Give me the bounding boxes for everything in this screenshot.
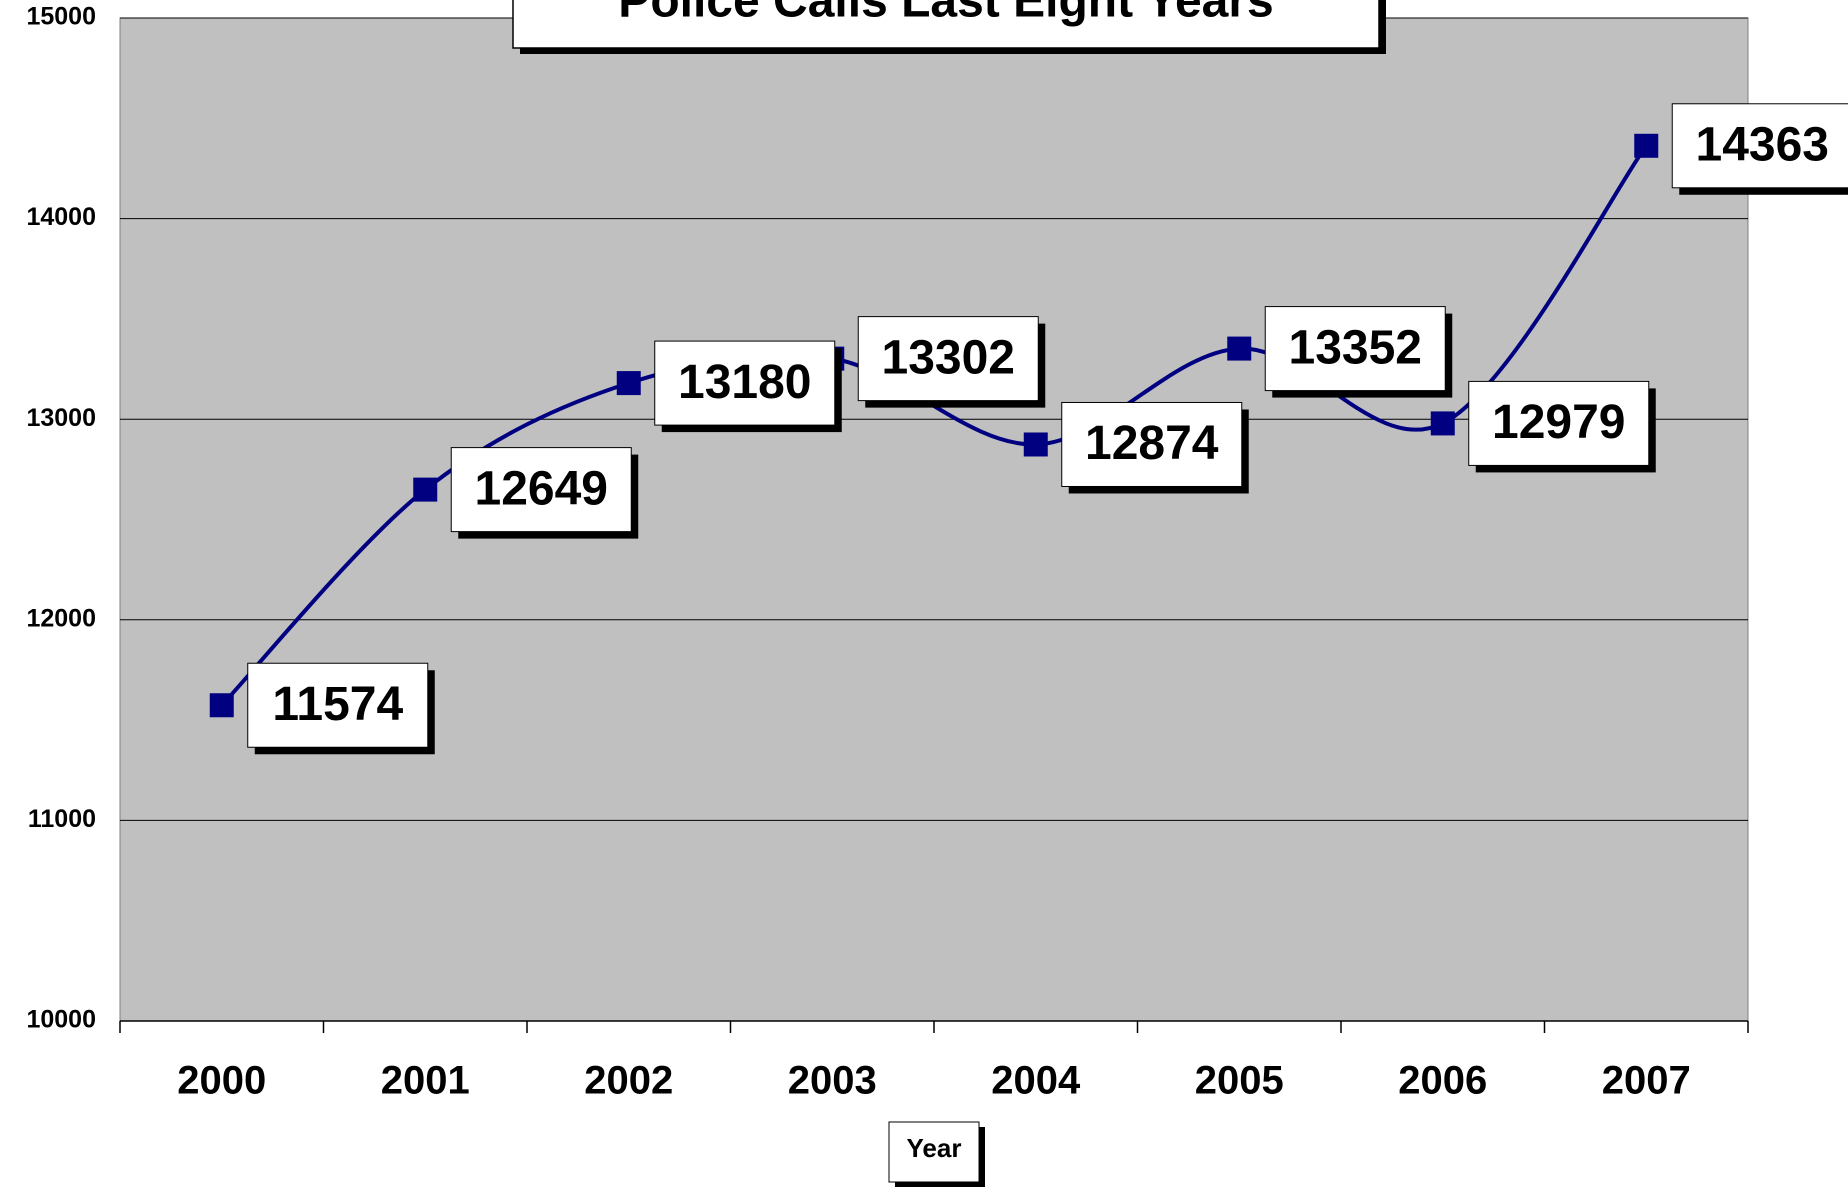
x-tick-label: 2006 — [1398, 1059, 1487, 1103]
marker — [616, 371, 641, 396]
chart-title: Police Calls Last Eight Years — [618, 0, 1273, 28]
y-tick-label: 11000 — [28, 805, 96, 833]
data-label-box — [1061, 401, 1243, 487]
data-label: 12874 — [1085, 417, 1219, 470]
marker — [1430, 411, 1455, 436]
data-label: 13302 — [882, 331, 1015, 384]
data-label: 13352 — [1289, 321, 1422, 374]
x-tick-label: 2000 — [177, 1059, 266, 1103]
y-tick-label: 10000 — [26, 1006, 96, 1034]
data-label-box — [1264, 306, 1446, 392]
x-axis-title: Year — [907, 1133, 962, 1163]
data-label: 12649 — [475, 462, 608, 515]
x-tick-label: 2002 — [584, 1059, 673, 1103]
marker — [209, 693, 234, 718]
grid: 10000 11000 12000 13000 14000 15000 2000 2001 20… — [26, 3, 1749, 1103]
marker — [1227, 336, 1252, 361]
data-label: 12979 — [1492, 396, 1625, 449]
marker — [1023, 432, 1048, 457]
y-tick-label: 14000 — [26, 203, 96, 231]
x-tick-label: 2004 — [991, 1059, 1081, 1103]
data-label-box — [654, 340, 836, 426]
data-label: 11574 — [272, 678, 403, 731]
data-label: 14363 — [1696, 118, 1829, 171]
marks: 11574 12649 13180 13302 12874 13352 12979 14363 — [209, 103, 1848, 755]
data-label-box — [1468, 380, 1650, 466]
data-label-box — [247, 662, 429, 748]
data-label-box — [450, 447, 632, 533]
data-label-box — [1671, 103, 1848, 189]
x-axis-title-box — [888, 1121, 980, 1183]
x-tick-label: 2001 — [381, 1059, 470, 1103]
title-box — [512, 0, 1380, 49]
y-tick-label: 12000 — [26, 604, 96, 632]
data-label: 13180 — [678, 356, 811, 409]
marker — [413, 477, 438, 502]
x-tick-label: 2003 — [788, 1059, 877, 1103]
marker — [1634, 133, 1659, 158]
x-tick-label: 2007 — [1602, 1059, 1691, 1103]
data-label-box — [857, 316, 1039, 402]
plot-area — [119, 17, 1749, 1022]
y-tick-label: 15000 — [26, 3, 96, 31]
x-tick-label: 2005 — [1195, 1059, 1284, 1103]
y-tick-label: 13000 — [26, 404, 96, 432]
